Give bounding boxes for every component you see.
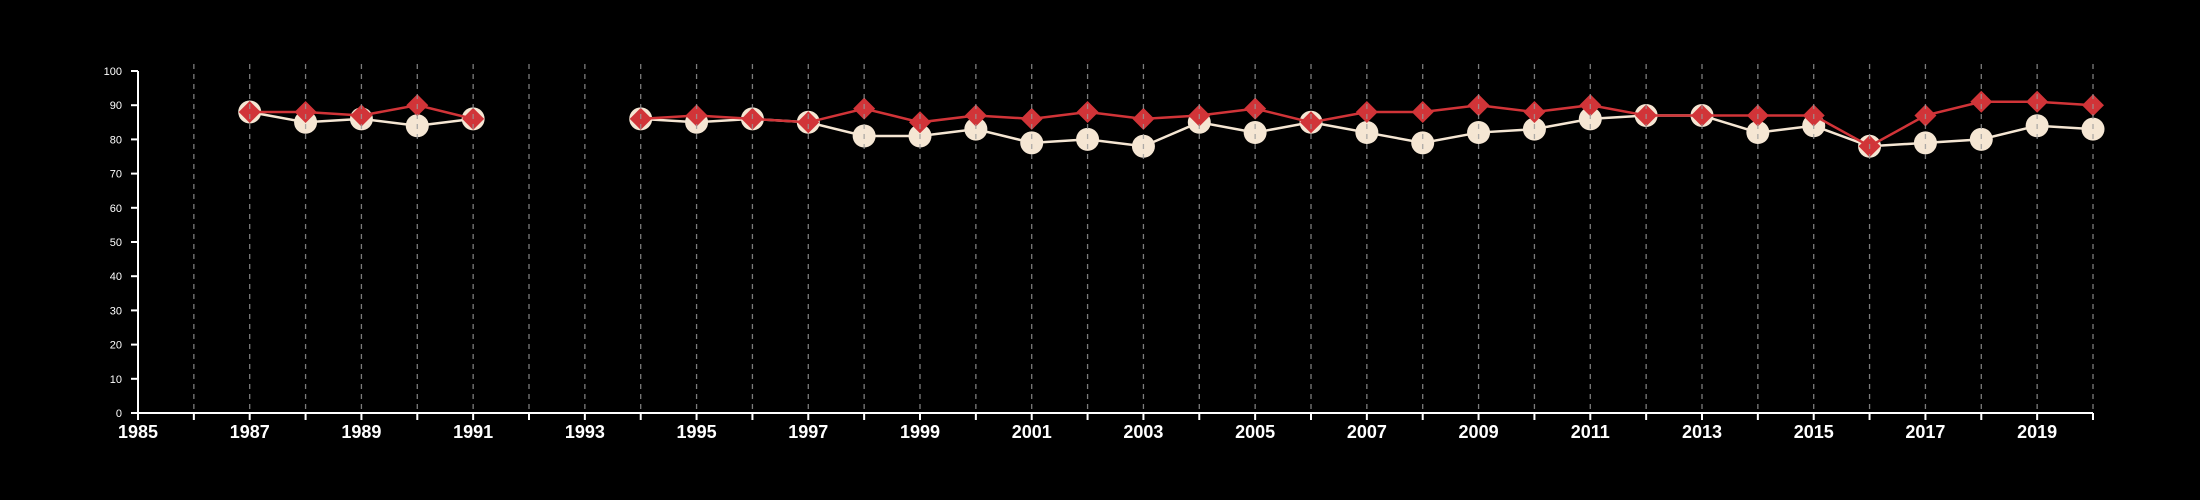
data-point [1746,121,1770,145]
x-tick-label: 1999 [900,422,940,442]
y-tick-label: 30 [110,305,122,317]
data-point [964,117,988,141]
data-point [1300,111,1322,134]
y-tick-label: 20 [110,340,122,352]
series [238,90,2105,158]
data-point [1355,101,1378,124]
series-2 [238,100,2105,158]
y-tick-label: 10 [110,374,122,386]
x-tick-label: 2003 [1123,422,1163,442]
data-point [1913,131,1937,155]
data-point [1243,121,1267,145]
x-tick-label: 1989 [341,422,381,442]
data-point [2026,90,2049,113]
x-tick-label: 2013 [1682,422,1722,442]
data-point [1411,101,1434,124]
y-tick-label: 80 [110,134,122,146]
y-tick-label: 40 [110,271,122,283]
data-point [1523,101,1546,124]
x-tick-label: 2015 [1794,422,1834,442]
x-tick-label: 2017 [1905,422,1945,442]
x-tick-label: 2019 [2017,422,2057,442]
x-tick-label: 1991 [453,422,493,442]
data-point [1076,101,1099,124]
data-point [1076,127,1100,151]
x-tick-label: 2005 [1235,422,1275,442]
x-tick-label: 2007 [1347,422,1387,442]
y-tick-label: 60 [110,203,122,215]
x-tick-label: 1995 [677,422,717,442]
x-tick-label: 2001 [1012,422,1052,442]
y-tick-label: 70 [110,169,122,181]
x-tick-label: 2011 [1571,422,1610,442]
data-point [909,111,931,134]
data-point [797,111,820,134]
data-point [1020,131,1044,155]
data-point [1969,127,1993,151]
data-point [1522,117,1546,141]
data-point [1970,90,1993,113]
data-point [1467,121,1491,145]
y-tick-label: 100 [104,66,122,78]
axes: 0 10 20 30 40 50 60 70 80 90 100 1985 1987 1989 1991 19… [104,66,2094,442]
data-point [1411,131,1435,155]
data-point [294,101,317,124]
y-tick-label: 0 [116,408,122,420]
data-point [238,101,261,124]
data-point [1355,121,1379,145]
y-tick-label: 50 [110,237,122,249]
data-point [2081,117,2105,141]
x-tick-label: 1987 [230,422,270,442]
y-tick-label: 90 [110,100,122,112]
x-tick-label: 1985 [118,422,158,442]
x-tick-label: 1997 [788,422,828,442]
x-tick-label: 2009 [1459,422,1499,442]
x-tick-label: 1993 [565,422,605,442]
gridlines [193,64,2094,413]
